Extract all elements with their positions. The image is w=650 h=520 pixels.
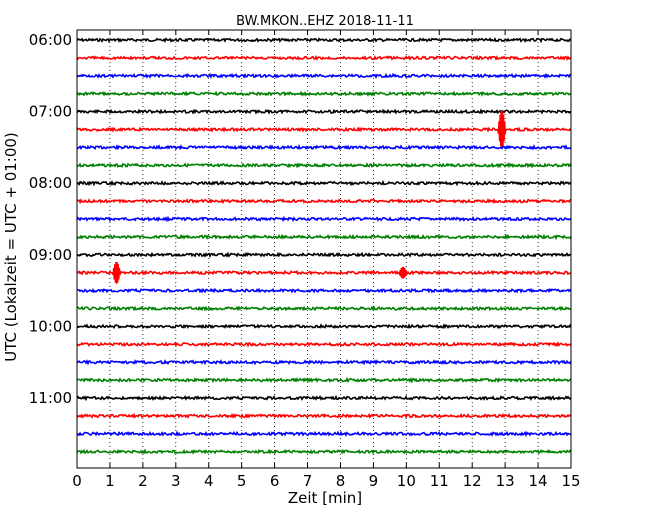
x-tick-label: 1 [105,472,115,490]
trace-0645 [76,90,572,97]
grid-lines [109,30,539,468]
x-tick-label: 9 [369,472,379,490]
trace-0800 [76,179,572,187]
trace-0945 [76,305,572,312]
x-tick-label: 7 [303,472,313,490]
trace-1115 [76,412,572,419]
plot-frame [76,29,572,469]
x-tick-label: 10 [397,472,416,490]
y-axis-label: UTC (Lokalzeit = UTC + 01:00) [2,132,20,362]
trace-0600 [76,37,572,44]
x-tick-label: 6 [270,472,280,490]
y-tick-label: 06:00 [29,31,72,49]
x-tick-label: 11 [430,472,449,490]
trace-0715 [76,126,572,133]
x-tick-label: 14 [529,472,548,490]
trace-0900 [76,251,572,259]
trace-0630 [76,72,572,80]
trace-0845 [76,233,572,241]
event-spike [398,266,408,279]
trace-0830 [76,215,572,223]
y-tick-label: 09:00 [29,246,72,264]
chart-title: BW.MKON..EHZ 2018-11-11 [236,14,414,29]
trace-1045 [76,376,572,384]
axis-ticks: 0 1 2 3 4 5 6 7 8 9 10 11 12 13 14 1506:0007:0008:0009:… [29,30,581,490]
x-tick-label: 4 [204,472,214,490]
y-tick-label: 08:00 [29,174,72,192]
trace-1130 [76,430,572,438]
x-tick-label: 3 [171,472,181,490]
y-tick-label: 11:00 [29,389,72,407]
x-tick-label: 12 [463,472,482,490]
trace-0915 [76,269,572,276]
trace-1000 [76,323,572,330]
x-tick-label: 2 [138,472,148,490]
x-tick-label: 0 [72,472,82,490]
trace-0615 [76,54,572,61]
trace-1030 [76,359,572,366]
trace-0745 [76,162,572,169]
x-tick-label: 15 [561,472,580,490]
event-spike [497,110,507,149]
trace-0730 [76,143,572,151]
y-tick-label: 10:00 [29,317,72,335]
trace-1015 [76,341,572,348]
y-tick-label: 07:00 [29,103,72,121]
x-tick-label: 8 [336,472,346,490]
trace-0930 [76,287,572,294]
trace-1145 [76,448,572,455]
x-tick-label: 13 [496,472,515,490]
event-spike [111,261,122,284]
trace-0700 [76,108,572,115]
x-axis-label: Zeit [min] [288,489,362,507]
trace-0815 [76,197,572,205]
x-tick-label: 5 [237,472,247,490]
trace-1100 [76,394,572,402]
trace-group [76,37,572,455]
